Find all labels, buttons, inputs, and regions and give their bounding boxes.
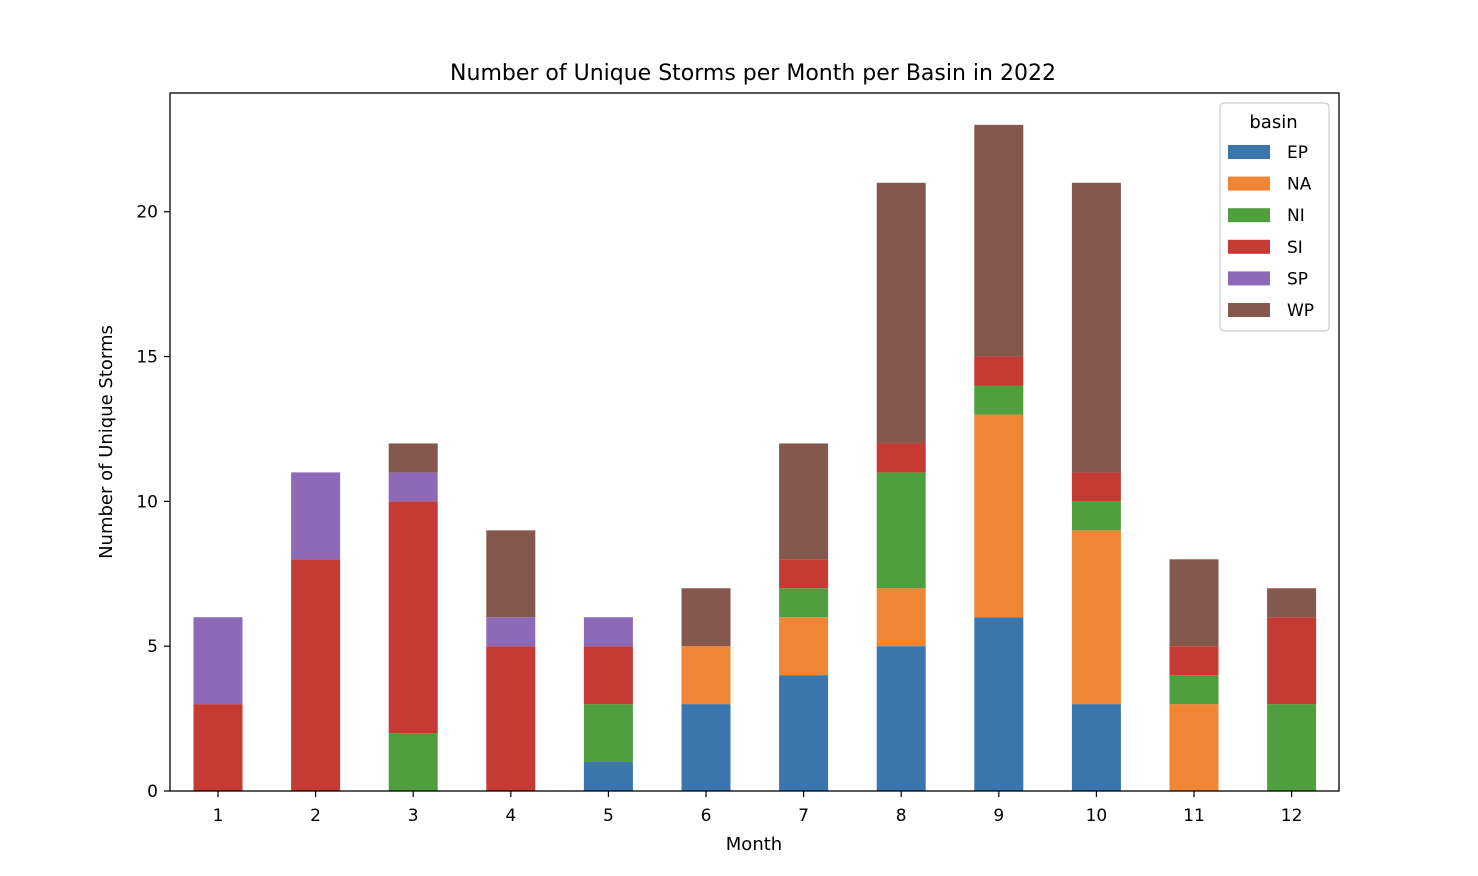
- x-tick-label-3: 3: [408, 806, 419, 826]
- legend-swatch-sp: [1228, 271, 1270, 286]
- bar-wp-month-12: [1267, 588, 1317, 618]
- bar-ep-month-8: [876, 646, 926, 791]
- bar-ep-month-7: [779, 675, 829, 791]
- bar-si-month-8: [876, 443, 926, 473]
- bar-na-month-6: [681, 646, 731, 705]
- bar-wp-month-9: [974, 124, 1024, 357]
- bar-ep-month-5: [583, 762, 633, 791]
- bar-sp-month-5: [583, 617, 633, 647]
- legend-swatch-si: [1228, 239, 1270, 254]
- y-tick-label-10: 10: [136, 492, 158, 512]
- x-tick-label-5: 5: [603, 806, 614, 826]
- bar-si-month-3: [388, 501, 438, 734]
- plot-frame: [169, 92, 1340, 792]
- x-tick-label-2: 2: [310, 806, 321, 826]
- bar-wp-month-11: [1169, 559, 1219, 647]
- x-tick-label-1: 1: [213, 806, 224, 826]
- legend-swatch-ni: [1228, 208, 1270, 223]
- legend-label-si: SI: [1287, 238, 1303, 258]
- y-axis-label: Number of Unique Storms: [96, 325, 117, 559]
- chart-title: Number of Unique Storms per Month per Ba…: [450, 61, 1056, 86]
- y-tick-label-0: 0: [147, 782, 158, 802]
- bars-layer: [193, 124, 1317, 791]
- bar-ep-month-10: [1071, 704, 1121, 791]
- bar-wp-month-4: [486, 530, 536, 618]
- bar-ni-month-5: [583, 704, 633, 763]
- legend-label-wp: WP: [1287, 301, 1314, 321]
- x-tick-label-8: 8: [896, 806, 907, 826]
- bar-wp-month-6: [681, 588, 731, 647]
- x-tick-label-4: 4: [505, 806, 516, 826]
- bar-na-month-8: [876, 588, 926, 647]
- x-tick-label-12: 12: [1281, 806, 1303, 826]
- bar-ni-month-7: [779, 588, 829, 618]
- bar-wp-month-7: [779, 443, 829, 560]
- x-tick-label-7: 7: [798, 806, 809, 826]
- bar-na-month-7: [779, 617, 829, 676]
- bar-wp-month-10: [1071, 182, 1121, 473]
- legend-swatch-ep: [1228, 145, 1270, 159]
- bar-si-month-7: [779, 559, 829, 589]
- x-tick-label-10: 10: [1086, 806, 1108, 826]
- legend-label-na: NA: [1287, 175, 1312, 195]
- x-tick-label-9: 9: [993, 806, 1004, 826]
- y-tick-label-5: 5: [147, 637, 158, 657]
- bar-ep-month-6: [681, 704, 731, 791]
- legend-swatch-na: [1228, 176, 1270, 191]
- bar-ep-month-9: [974, 617, 1024, 791]
- bar-na-month-9: [974, 414, 1024, 618]
- y-tick-label-20: 20: [136, 203, 158, 223]
- x-tick-label-6: 6: [701, 806, 712, 826]
- bar-si-month-10: [1071, 472, 1121, 502]
- bar-sp-month-3: [388, 472, 438, 502]
- bar-si-month-1: [193, 704, 243, 791]
- bar-ni-month-10: [1071, 501, 1121, 531]
- bar-ni-month-12: [1267, 704, 1317, 791]
- legend-label-ni: NI: [1287, 206, 1305, 226]
- bar-ni-month-9: [974, 385, 1024, 415]
- bar-wp-month-8: [876, 182, 926, 444]
- legend-title: basin: [1249, 112, 1297, 133]
- legend-label-sp: SP: [1287, 269, 1308, 289]
- bar-si-month-12: [1267, 617, 1317, 705]
- x-tick-label-11: 11: [1183, 806, 1205, 826]
- bar-sp-month-2: [291, 472, 341, 560]
- bar-si-month-9: [974, 356, 1024, 386]
- bar-ni-month-8: [876, 472, 926, 589]
- bar-na-month-10: [1071, 530, 1121, 705]
- legend-label-ep: EP: [1287, 143, 1308, 163]
- bar-si-month-4: [486, 646, 536, 791]
- bar-si-month-2: [291, 559, 341, 791]
- x-axis-label: Month: [726, 834, 782, 855]
- bar-ni-month-3: [388, 733, 438, 791]
- legend: basin EP NA NI SI SP WP: [1219, 102, 1330, 332]
- bar-sp-month-1: [193, 617, 243, 705]
- legend-swatch-wp: [1228, 303, 1270, 317]
- bar-si-month-11: [1169, 646, 1219, 676]
- bar-wp-month-3: [388, 443, 438, 473]
- bar-ni-month-11: [1169, 675, 1219, 705]
- bar-na-month-11: [1169, 704, 1219, 791]
- bar-si-month-5: [583, 646, 633, 705]
- y-tick-label-15: 15: [136, 348, 158, 368]
- bar-sp-month-4: [486, 617, 536, 647]
